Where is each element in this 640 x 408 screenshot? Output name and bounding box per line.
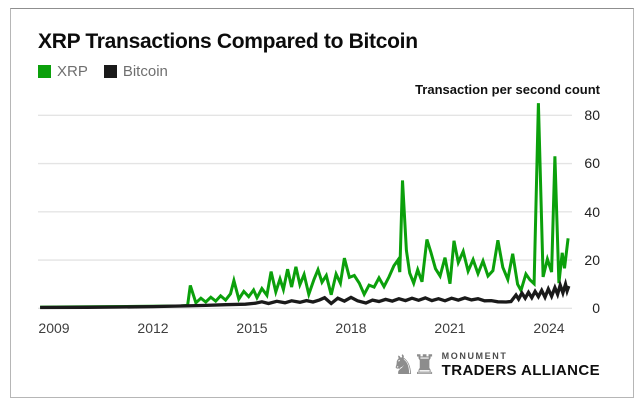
- x-tick-2009: 2009: [38, 320, 70, 336]
- bitcoin-color-swatch-icon: [103, 65, 117, 78]
- x-tick-2018: 2018: [335, 320, 367, 336]
- brand-name-top: MONUMENT: [441, 351, 508, 361]
- y-tick-80: 80: [584, 107, 600, 123]
- legend: XRP Bitcoin: [38, 63, 168, 80]
- x-tick-2015: 2015: [236, 320, 268, 336]
- x-tick-2021: 2021: [434, 320, 466, 336]
- y-tick-40: 40: [584, 204, 600, 220]
- chess-pieces-icon: ♞♜: [391, 350, 436, 380]
- y-tick-20: 20: [584, 252, 600, 268]
- monument-traders-alliance-logo: ♞♜ MONUMENT TRADERS ALLIANCE: [391, 350, 600, 380]
- brand-name-bottom: TRADERS ALLIANCE: [441, 362, 600, 379]
- y-tick-0: 0: [592, 300, 600, 316]
- y-tick-60: 60: [584, 155, 600, 171]
- chart-title: XRP Transactions Compared to Bitcoin: [38, 30, 418, 53]
- brand-text: MONUMENT TRADERS ALLIANCE: [442, 351, 600, 379]
- series-line-bitcoin: [40, 277, 571, 310]
- xrp-color-swatch-icon: [38, 65, 51, 78]
- legend-item-xrp: XRP: [38, 63, 88, 80]
- y-axis-title: Transaction per second count: [415, 82, 600, 97]
- series-line-xrp: [40, 103, 570, 309]
- legend-item-bitcoin: Bitcoin: [103, 63, 168, 80]
- legend-label-xrp: XRP: [57, 63, 88, 80]
- x-tick-2024: 2024: [533, 320, 565, 336]
- x-tick-2012: 2012: [137, 320, 169, 336]
- legend-label-bitcoin: Bitcoin: [122, 63, 168, 80]
